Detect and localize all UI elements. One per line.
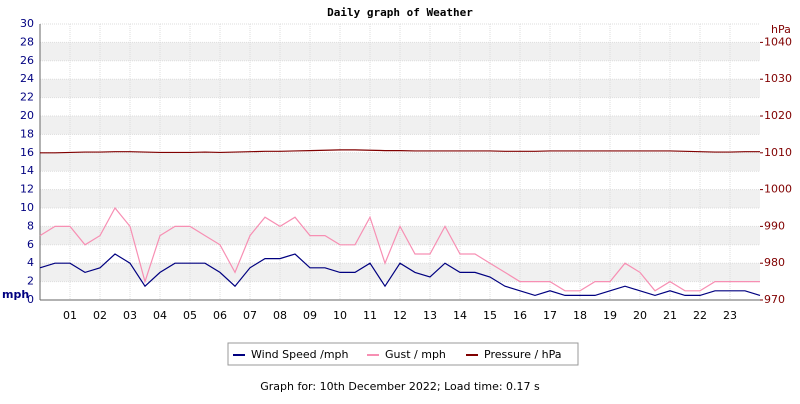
x-tick-label: 12 — [393, 309, 407, 322]
x-tick-label: 15 — [483, 309, 497, 322]
x-tick-label: 20 — [633, 309, 647, 322]
y2-tick-label: 1020 — [764, 109, 792, 122]
y-tick-label: 14 — [20, 164, 34, 177]
y2-axis-label: hPa — [771, 23, 791, 36]
y2-tick-label: 1010 — [764, 146, 792, 159]
x-tick-label: 16 — [513, 309, 527, 322]
series-line — [39, 206, 760, 292]
y-tick-label: 2 — [27, 275, 34, 288]
y-tick-label: 6 — [27, 238, 34, 251]
y-tick-label: 30 — [20, 17, 34, 30]
y-tick-label: 20 — [20, 109, 34, 122]
legend-label: Pressure / hPa — [484, 348, 562, 361]
x-tick-label: 22 — [693, 309, 707, 322]
x-tick-label: 07 — [243, 309, 257, 322]
x-tick-label: 06 — [213, 309, 227, 322]
x-tick-label: 11 — [363, 309, 377, 322]
y-tick-label: 4 — [27, 256, 34, 269]
y-tick-label: 22 — [20, 91, 34, 104]
y2-tick-label: 1030 — [764, 72, 792, 85]
x-tick-label: 19 — [603, 309, 617, 322]
y-tick-label: 12 — [20, 183, 34, 196]
x-tick-label: 18 — [573, 309, 587, 322]
x-tick-label: 17 — [543, 309, 557, 322]
x-tick-label: 09 — [303, 309, 317, 322]
legend-label: Gust / mph — [385, 348, 446, 361]
x-tick-label: 21 — [663, 309, 677, 322]
x-tick-label: 04 — [153, 309, 167, 322]
x-tick-label: 13 — [423, 309, 437, 322]
x-tick-label: 14 — [453, 309, 467, 322]
y-tick-label: 24 — [20, 72, 34, 85]
chart-title: Daily graph of Weather — [327, 6, 473, 19]
legend-box — [227, 342, 579, 366]
x-tick-label: 01 — [63, 309, 77, 322]
x-tick-label: 03 — [123, 309, 137, 322]
x-tick-label: 10 — [333, 309, 347, 322]
y-tick-label: 16 — [20, 146, 34, 159]
x-tick-label: 05 — [183, 309, 197, 322]
x-tick-label: 08 — [273, 309, 287, 322]
y-tick-label: 18 — [20, 127, 34, 140]
x-tick-label: 23 — [723, 309, 737, 322]
y-axis-label: mph — [2, 288, 29, 301]
y-tick-label: 0 — [27, 293, 34, 306]
y2-tick-label: 1040 — [764, 35, 792, 48]
y-tick-label: 26 — [20, 54, 34, 67]
y2-tick-label: 970 — [764, 293, 785, 306]
y2-tick-label: 1000 — [764, 183, 792, 196]
series-line — [40, 149, 760, 154]
y-tick-label: 28 — [20, 35, 34, 48]
y-tick-label: 10 — [20, 201, 34, 214]
footer: Graph for: 10th December 2022; Load time… — [260, 380, 540, 393]
y2-tick-label: 990 — [764, 219, 785, 232]
y2-tick-label: 980 — [764, 256, 785, 269]
y-tick-label: 8 — [27, 219, 34, 232]
series-line — [39, 253, 761, 297]
x-tick-label: 02 — [93, 309, 107, 322]
legend-label: Wind Speed /mph — [251, 348, 349, 361]
